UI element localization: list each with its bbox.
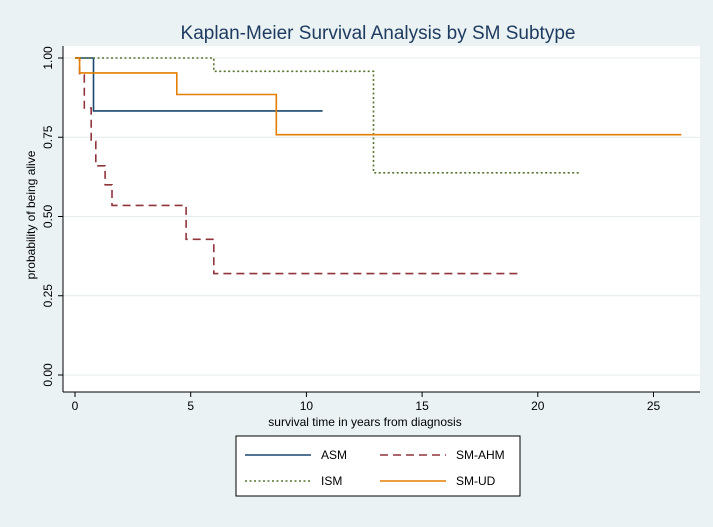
y-tick-label: 0.25 xyxy=(41,284,55,308)
y-tick-label: 0.00 xyxy=(41,363,55,387)
x-tick-label: 25 xyxy=(647,399,661,413)
y-tick-label: 1.00 xyxy=(41,46,55,70)
grid-lines xyxy=(63,57,700,376)
x-tick-label: 0 xyxy=(72,399,79,413)
series-line-sm-ud xyxy=(75,57,682,136)
plot-area xyxy=(63,46,700,392)
axes: 0.00 0.25 0.50 0.75 1.00 0 5 10 15 20 25 xyxy=(41,46,700,413)
legend: ASM SM-AHM ISM SM-UD xyxy=(235,435,521,497)
chart-title: Kaplan-Meier Survival Analysis by SM Sub… xyxy=(181,23,576,44)
legend-label-sm-ud: SM-UD xyxy=(456,474,496,488)
series-lines xyxy=(75,57,682,275)
y-tick-label: 0.50 xyxy=(41,204,55,228)
x-tick-label: 20 xyxy=(531,399,545,413)
series-line-sm-ahm xyxy=(75,57,520,275)
legend-label-sm-ahm: SM-AHM xyxy=(456,448,505,462)
x-axis-label: survival time in years from diagnosis xyxy=(268,415,461,429)
y-tick-label: 0.75 xyxy=(41,125,55,149)
legend-label-asm: ASM xyxy=(321,448,347,462)
x-tick-label: 15 xyxy=(415,399,429,413)
x-tick-label: 10 xyxy=(300,399,314,413)
x-tick-label: 5 xyxy=(187,399,194,413)
legend-box xyxy=(235,435,521,497)
legend-label-ism: ISM xyxy=(321,474,342,488)
y-axis-label: probability of being alive xyxy=(24,150,38,279)
